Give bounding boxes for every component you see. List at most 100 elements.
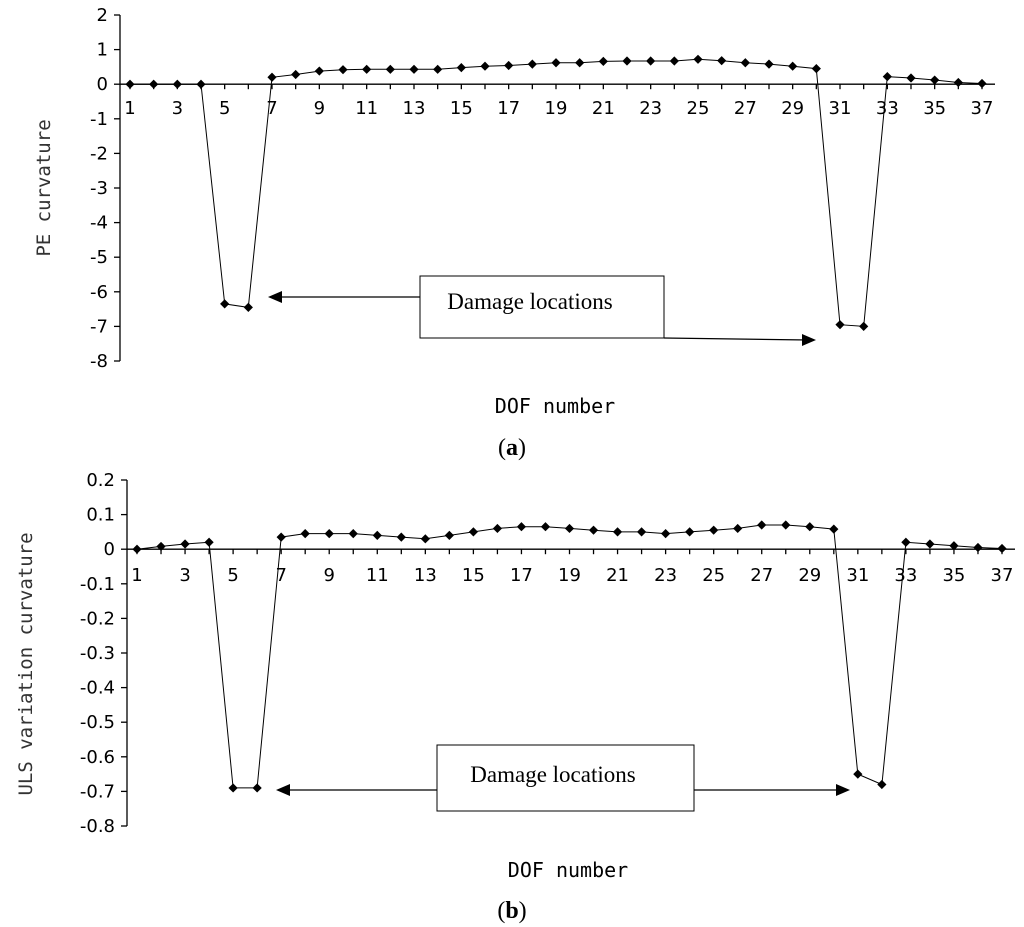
x-tick-label: 19	[545, 98, 568, 119]
x-tick-label: 23	[639, 98, 662, 119]
data-point	[575, 58, 585, 68]
data-point	[433, 64, 443, 74]
y-axis-label: PE curvature	[33, 119, 55, 256]
data-point	[859, 321, 869, 331]
y-tick-label: -0.8	[80, 816, 115, 837]
x-tick-label: 33	[876, 98, 899, 119]
x-tick-label: 1	[131, 565, 142, 586]
annotation-arrowhead-left	[268, 291, 282, 303]
y-tick-label: 0.1	[86, 505, 115, 526]
data-point	[362, 64, 372, 74]
axes: 210-1-2-3-4-5-6-7-81 3 5 7 9 11 13 15 17 19 21 23 25…	[90, 5, 995, 372]
data-point	[396, 532, 406, 542]
data-point	[925, 539, 935, 549]
data-point	[196, 79, 206, 89]
x-axis-label: DOF number	[508, 858, 628, 882]
y-tick-label: -0.3	[80, 643, 115, 664]
annotation-box	[436, 744, 695, 812]
data-point	[853, 769, 863, 779]
data-point	[372, 530, 382, 540]
data-point	[125, 79, 135, 89]
y-tick-label: -0.1	[80, 574, 115, 595]
series	[125, 54, 987, 331]
data-point	[977, 78, 987, 89]
data-point	[314, 66, 324, 76]
x-tick-label: 37	[991, 565, 1014, 586]
x-tick-label: 5	[227, 565, 238, 586]
y-tick-label: -0.2	[80, 608, 115, 629]
y-tick-label: -0.4	[80, 678, 115, 699]
data-point	[906, 73, 916, 83]
y-tick-label: -8	[90, 351, 108, 372]
x-tick-label: 9	[314, 98, 325, 119]
data-point	[267, 72, 277, 82]
annotation-arrowhead-left	[276, 784, 290, 796]
x-tick-label: 11	[355, 98, 378, 119]
x-tick-label: 27	[734, 98, 757, 119]
chart-panel-b: ULS variation curvature DOF number (b) D…	[15, 470, 1015, 924]
data-point	[156, 541, 166, 552]
data-point	[646, 56, 656, 66]
panel-caption: (a)	[498, 435, 526, 461]
y-tick-label: -0.6	[80, 747, 115, 768]
data-point	[953, 77, 963, 88]
x-tick-label: 7	[275, 565, 286, 586]
data-point	[291, 69, 301, 80]
data-point	[733, 523, 743, 534]
x-tick-label: 1	[124, 98, 135, 119]
data-point	[997, 543, 1007, 554]
data-point	[468, 527, 478, 537]
data-point	[456, 62, 466, 73]
x-tick-label: 3	[179, 565, 190, 586]
annotation: Damage locations	[276, 744, 850, 812]
data-point	[636, 527, 647, 537]
x-tick-label: 7	[266, 98, 277, 119]
data-point	[228, 783, 238, 793]
data-point	[564, 523, 575, 534]
y-tick-label: 2	[97, 5, 108, 26]
data-point	[527, 59, 537, 69]
data-point	[504, 60, 514, 71]
data-point	[949, 541, 959, 551]
y-tick-label: 0	[104, 539, 115, 560]
data-point	[420, 534, 430, 544]
data-point	[324, 529, 334, 539]
data-point	[669, 56, 679, 66]
data-point	[516, 522, 527, 532]
x-tick-label: 13	[403, 98, 426, 119]
data-point	[882, 71, 892, 82]
y-tick-label: -2	[90, 143, 108, 164]
x-tick-label: 37	[971, 98, 994, 119]
data-point	[877, 779, 887, 790]
y-tick-label: 0	[97, 74, 108, 95]
y-tick-label: -5	[90, 247, 108, 268]
x-tick-label: 13	[414, 565, 437, 586]
y-tick-label: -3	[90, 178, 108, 199]
data-point	[973, 542, 983, 553]
data-point	[243, 302, 253, 312]
annotation-arrowhead-right	[836, 784, 850, 796]
x-tick-label: 23	[654, 565, 677, 586]
y-tick-label: 0.2	[86, 470, 115, 491]
panel-label: b	[505, 898, 518, 924]
x-tick-label: 5	[219, 98, 230, 119]
data-point	[835, 320, 845, 330]
data-point	[781, 520, 791, 530]
data-point	[693, 54, 703, 64]
x-tick-label: 3	[172, 98, 183, 119]
data-point	[172, 79, 182, 89]
data-point	[598, 56, 608, 66]
data-point	[180, 539, 190, 549]
x-tick-label: 35	[942, 565, 965, 586]
x-tick-label: 15	[462, 565, 485, 586]
data-point	[540, 522, 551, 532]
y-tick-label: -7	[90, 316, 108, 337]
y-tick-label: -1	[90, 109, 108, 130]
data-point	[492, 523, 503, 534]
data-point	[811, 64, 821, 74]
x-tick-label: 33	[894, 565, 917, 586]
series	[132, 520, 1007, 793]
data-point	[220, 299, 230, 309]
chart-panel-a: PE curvature DOF number (a) Damage locat…	[33, 5, 995, 461]
